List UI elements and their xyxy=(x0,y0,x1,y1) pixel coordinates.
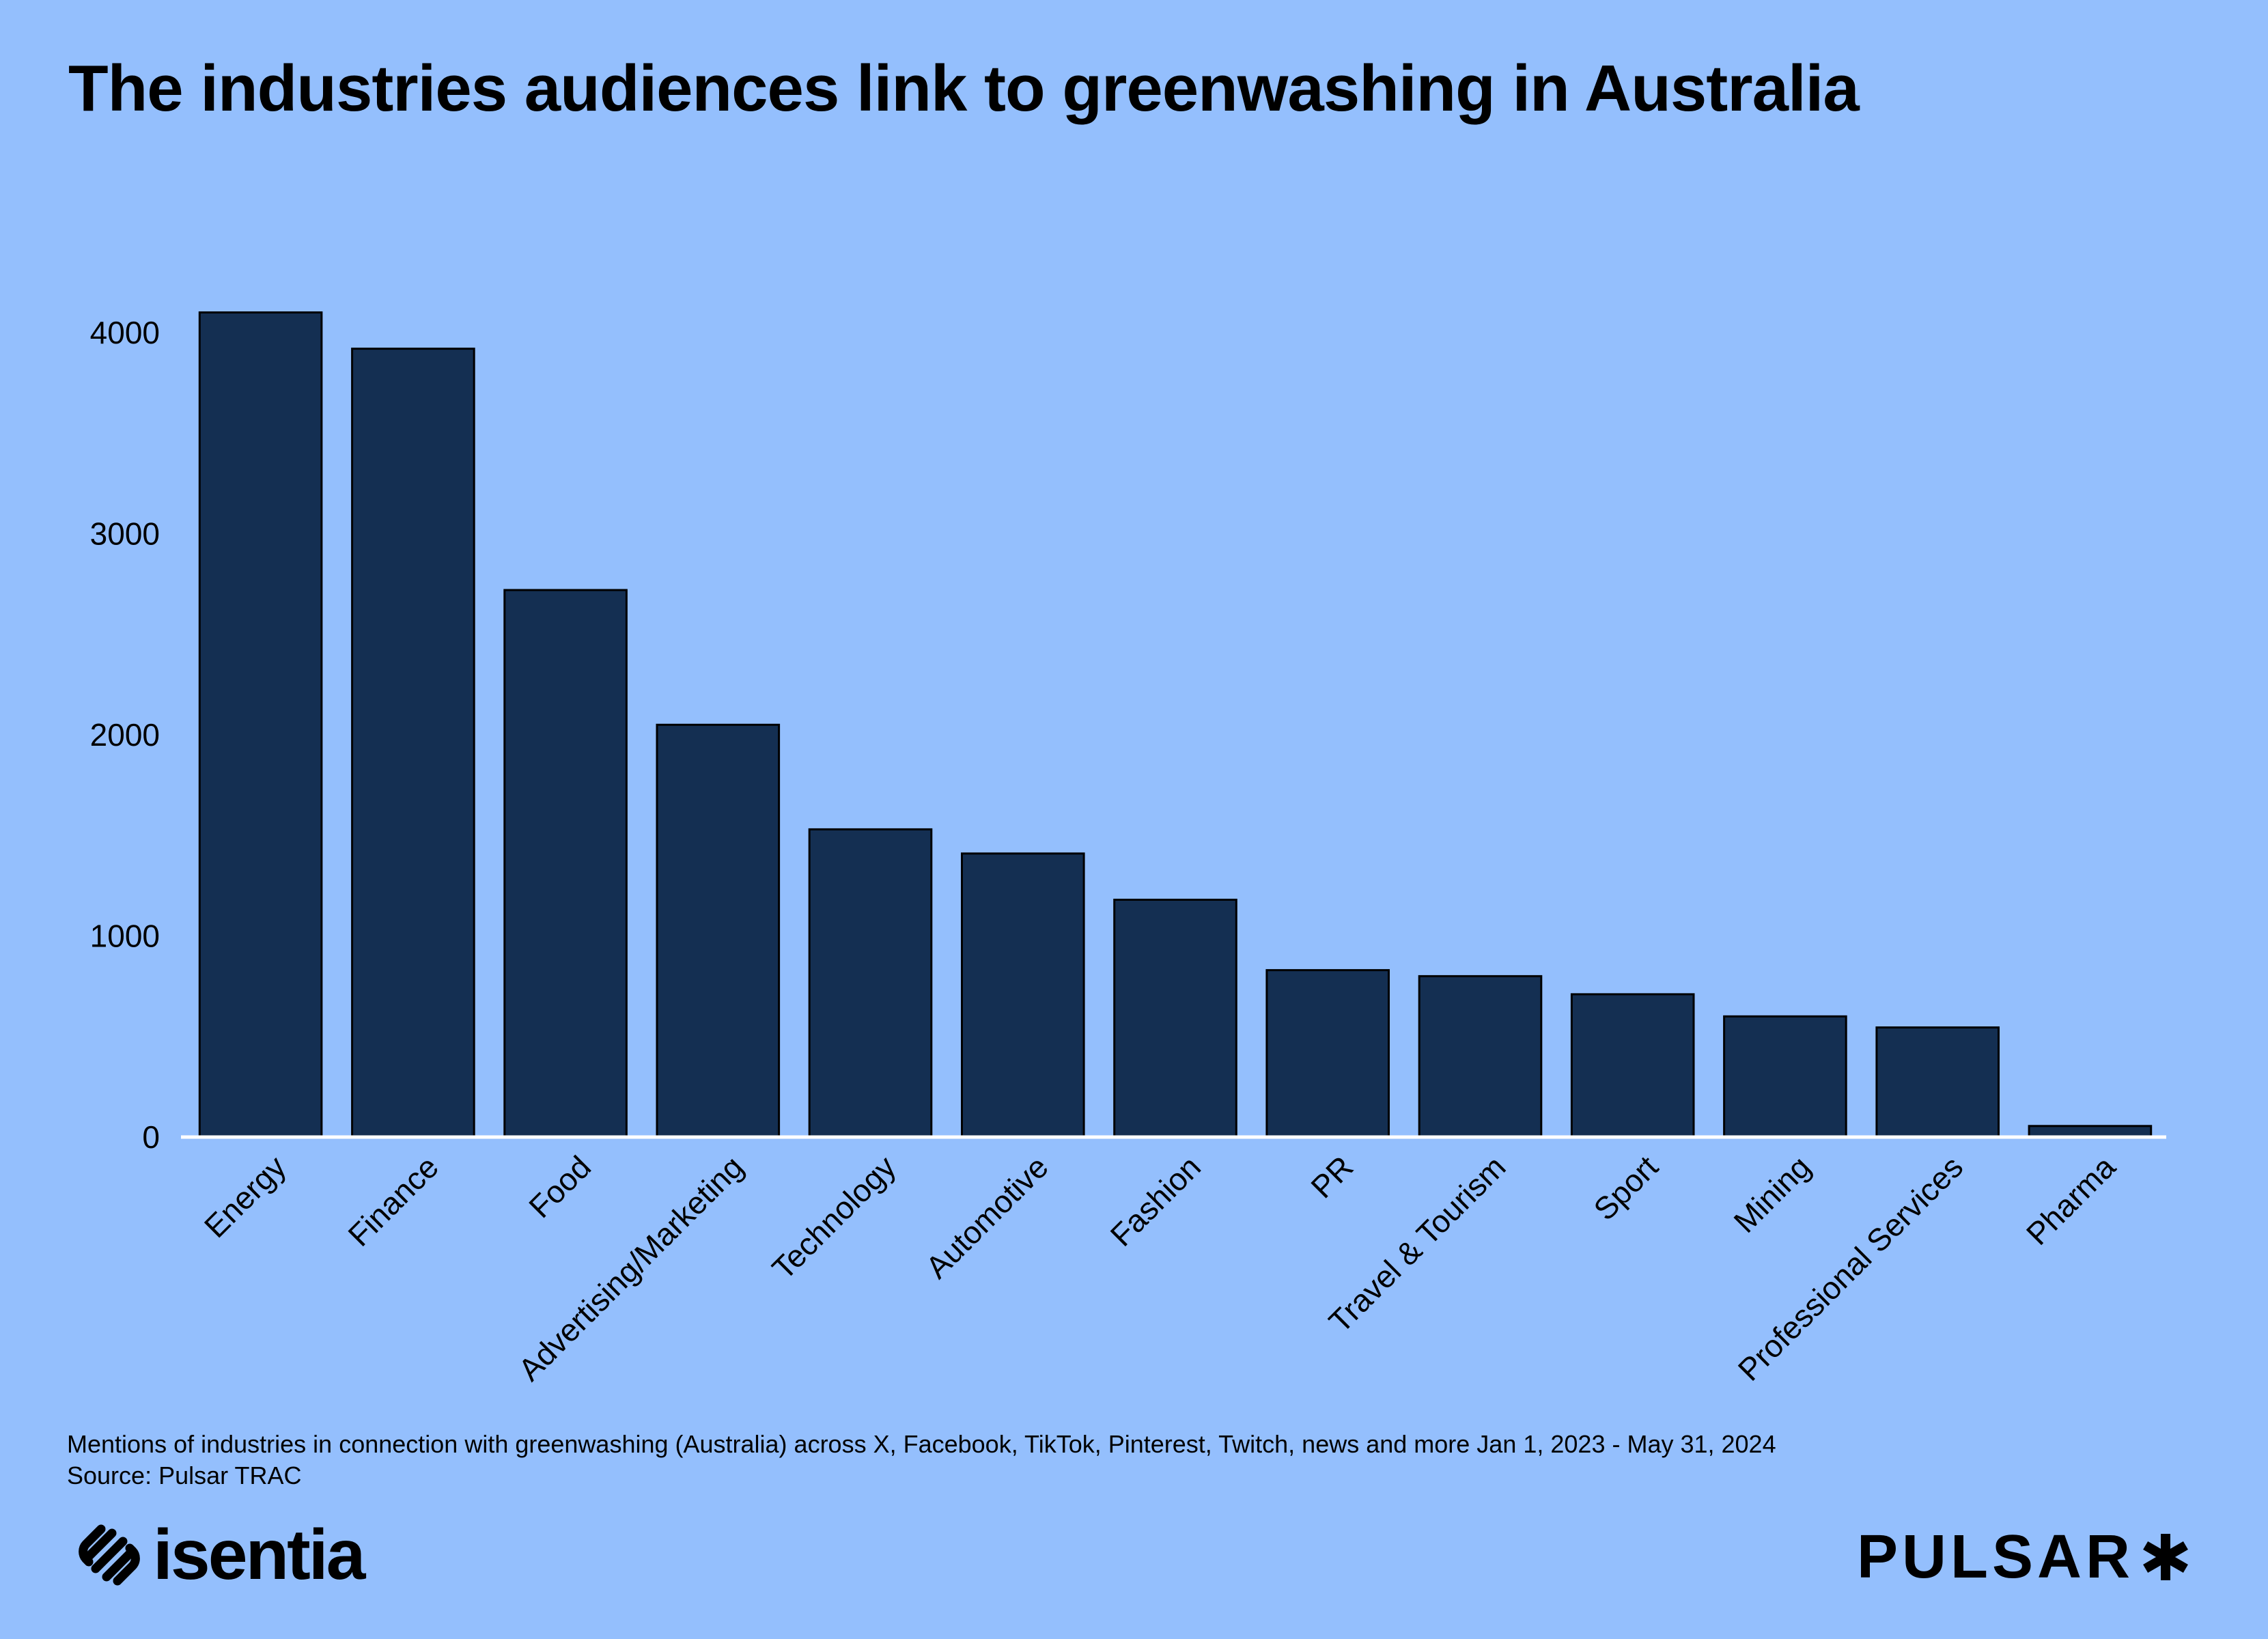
x-tick-label: Technology xyxy=(765,1149,902,1286)
bar xyxy=(503,589,628,1138)
bar xyxy=(1875,1026,2000,1138)
footnote-description: Mentions of industries in connection wit… xyxy=(67,1430,1776,1458)
bar xyxy=(1265,969,1390,1138)
isentia-wordmark: isentia xyxy=(153,1515,365,1595)
isentia-link-icon xyxy=(79,1524,140,1586)
x-tick-label: Food xyxy=(522,1149,598,1224)
x-tick-label: PR xyxy=(1304,1149,1360,1205)
y-tick-label: 2000 xyxy=(90,717,160,753)
bar xyxy=(1418,975,1543,1138)
bar xyxy=(351,348,475,1138)
bar xyxy=(198,311,323,1138)
footnote: Mentions of industries in connection wit… xyxy=(67,1429,1776,1491)
x-tick-label: Finance xyxy=(341,1149,445,1252)
y-tick-label: 1000 xyxy=(90,919,160,954)
x-tick-label: Pharma xyxy=(2019,1149,2123,1252)
bars xyxy=(198,311,2153,1138)
pulsar-wordmark: PULSAR xyxy=(1856,1523,2134,1591)
bar xyxy=(1113,899,1237,1138)
x-tick-label: Mining xyxy=(1726,1149,1817,1239)
y-tick-label: 4000 xyxy=(90,315,160,350)
y-tick-label: 0 xyxy=(142,1119,160,1155)
isentia-logo: isentia xyxy=(71,1511,365,1599)
bar xyxy=(961,852,1085,1138)
bar xyxy=(1570,993,1695,1138)
x-tick-label: Fashion xyxy=(1104,1149,1207,1252)
x-tick-label: Sport xyxy=(1586,1149,1665,1227)
chart-title: The industries audiences link to greenwa… xyxy=(68,52,1860,125)
asterisk-icon xyxy=(2143,1534,2188,1580)
x-tick-label: Automotive xyxy=(919,1149,1054,1285)
x-tick-label: Energy xyxy=(197,1149,293,1244)
bar xyxy=(656,723,781,1138)
pulsar-logo: PULSAR xyxy=(1857,1519,2193,1595)
bar xyxy=(808,828,933,1138)
y-axis: 0 1000 2000 3000 4000 xyxy=(90,315,160,1155)
bar xyxy=(1723,1015,1847,1138)
footnote-source: Source: Pulsar TRAC xyxy=(67,1461,302,1489)
y-tick-label: 3000 xyxy=(90,516,160,552)
